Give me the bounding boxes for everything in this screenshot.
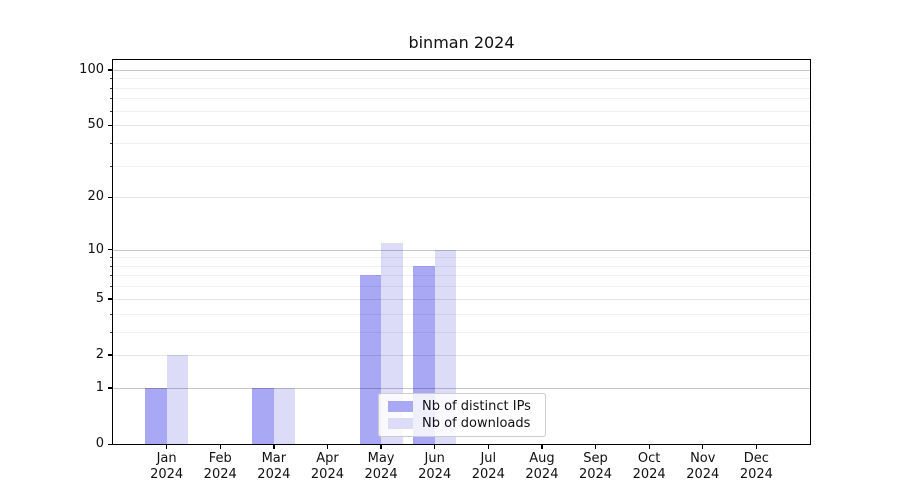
y-minor-tick-mark-3 — [110, 331, 113, 333]
legend-swatch-downloads — [388, 418, 413, 429]
bar-downloads-jan — [166, 354, 189, 444]
gridline-minor-80 — [113, 87, 810, 89]
gridline-2 — [113, 354, 810, 356]
x-tick-label-jul: Jul 2024 — [471, 451, 505, 482]
x-tick-label-mar: Mar 2024 — [257, 451, 291, 482]
gridline-100 — [113, 69, 810, 71]
y-tick-mark-50 — [108, 124, 113, 126]
x-tick-mark-nov — [702, 445, 704, 449]
x-tick-label-oct: Oct 2024 — [632, 451, 666, 482]
bar-downloads-mar — [273, 387, 296, 444]
y-minor-tick-mark-70 — [110, 98, 113, 100]
x-tick-mark-oct — [648, 445, 650, 449]
x-tick-mark-mar — [273, 445, 275, 449]
x-tick-label-may: May 2024 — [364, 451, 398, 482]
legend-label-distinct-ips: Nb of distinct IPs — [422, 399, 531, 414]
gridline-5 — [113, 298, 810, 300]
gridline-minor-30 — [113, 165, 810, 167]
gridline-minor-3 — [113, 331, 810, 333]
y-tick-mark-0 — [108, 443, 113, 445]
legend: Nb of distinct IPs Nb of downloads — [378, 393, 546, 437]
y-minor-tick-mark-40 — [110, 142, 113, 144]
x-tick-label-sep: Sep 2024 — [578, 451, 613, 482]
legend-item-distinct-ips: Nb of distinct IPs — [388, 399, 541, 414]
chart-title: binman 2024 — [408, 33, 515, 52]
y-tick-label-10: 10 — [87, 241, 104, 257]
gridline-1 — [113, 387, 810, 389]
y-minor-tick-mark-6 — [110, 286, 113, 288]
x-tick-mark-apr — [326, 445, 329, 449]
y-minor-tick-mark-80 — [110, 87, 113, 89]
plot-area — [113, 60, 810, 444]
y-minor-tick-mark-9 — [110, 257, 113, 259]
gridline-20 — [113, 197, 810, 199]
y-tick-mark-2 — [108, 354, 113, 356]
y-tick-label-2: 2 — [95, 346, 104, 362]
x-tick-label-nov: Nov 2024 — [686, 451, 720, 482]
x-tick-mark-dec — [755, 445, 758, 449]
y-tick-mark-10 — [108, 249, 113, 251]
y-minor-tick-mark-4 — [110, 313, 113, 315]
y-minor-tick-mark-90 — [110, 78, 113, 80]
y-tick-label-0: 0 — [95, 436, 104, 451]
y-minor-tick-mark-60 — [110, 110, 113, 112]
y-tick-label-20: 20 — [87, 189, 104, 205]
x-tick-mark-jun — [434, 445, 436, 449]
x-tick-mark-aug — [541, 445, 543, 449]
y-tick-mark-1 — [108, 387, 113, 389]
y-tick-label-1: 1 — [95, 379, 104, 395]
y-tick-mark-20 — [108, 196, 113, 198]
x-tick-label-aug: Aug 2024 — [525, 451, 559, 482]
y-tick-label-5: 5 — [95, 290, 104, 306]
x-tick-label-apr: Apr 2024 — [310, 451, 344, 482]
gridline-10 — [113, 249, 810, 251]
legend-swatch-distinct-ips — [388, 401, 413, 412]
y-tick-mark-5 — [108, 298, 113, 300]
gridline-minor-6 — [113, 286, 810, 288]
gridline-minor-90 — [113, 78, 810, 80]
bar-distinct-ips-mar — [252, 387, 274, 444]
y-minor-tick-mark-30 — [110, 165, 113, 167]
x-tick-label-jan: Jan 2024 — [150, 451, 184, 482]
x-tick-mark-jul — [487, 445, 489, 449]
gridline-minor-70 — [113, 98, 810, 100]
x-tick-mark-may — [380, 445, 382, 449]
y-tick-label-100: 100 — [79, 61, 104, 77]
x-tick-mark-sep — [594, 445, 597, 449]
bar-distinct-ips-may — [359, 275, 382, 444]
gridline-minor-8 — [113, 265, 810, 267]
y-minor-tick-mark-8 — [110, 265, 113, 267]
x-tick-label-dec: Dec 2024 — [739, 451, 773, 482]
x-tick-label-jun: Jun 2024 — [418, 451, 452, 482]
x-tick-mark-jan — [166, 445, 168, 449]
y-tick-label-50: 50 — [87, 117, 104, 133]
gridline-minor-4 — [113, 313, 810, 315]
gridline-minor-7 — [113, 275, 810, 277]
gridline-minor-9 — [113, 257, 810, 259]
bar-distinct-ips-jan — [145, 387, 167, 444]
y-minor-tick-mark-7 — [110, 275, 113, 277]
gridline-minor-60 — [113, 110, 810, 112]
y-tick-mark-100 — [108, 69, 113, 71]
gridline-50 — [113, 125, 810, 127]
legend-label-downloads: Nb of downloads — [422, 416, 531, 431]
x-tick-label-feb: Feb 2024 — [203, 451, 237, 482]
x-tick-mark-feb — [219, 445, 221, 449]
gridline-minor-40 — [113, 142, 810, 144]
legend-item-downloads: Nb of downloads — [388, 416, 541, 431]
